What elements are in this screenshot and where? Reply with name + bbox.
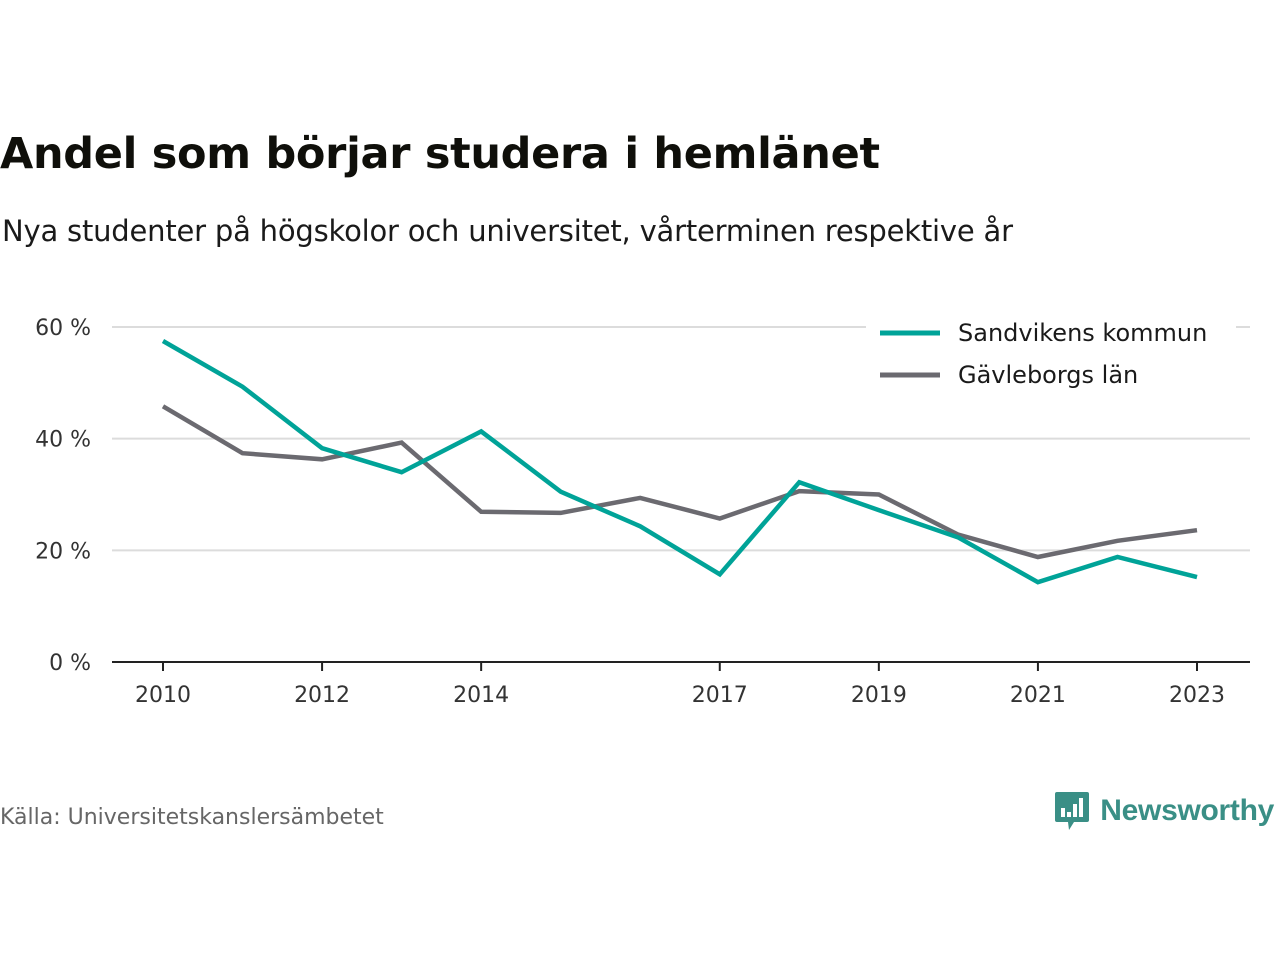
x-tick-label: 2023 <box>1169 683 1225 708</box>
series-line-sandvikens-kommun <box>161 339 1198 585</box>
newsworthy-logo-icon <box>1055 792 1090 830</box>
y-tick-label: 40 % <box>35 428 91 453</box>
x-tick-label: 2019 <box>851 683 907 708</box>
series-line-g-vleborgs-l-n <box>161 404 1198 560</box>
y-tick-label: 60 % <box>35 316 91 341</box>
legend-label: Sandvikens kommun <box>958 319 1207 347</box>
x-tick-label: 2017 <box>692 683 748 708</box>
source-note: Källa: Universitetskanslersämbetet <box>0 805 384 830</box>
legend-label: Gävleborgs län <box>958 361 1138 389</box>
chart-subtitle: Nya studenter på högskolor och universit… <box>2 214 1013 248</box>
x-tick-label: 2012 <box>294 683 350 708</box>
legend-background <box>866 312 1236 398</box>
series-lines <box>161 339 1198 585</box>
x-tick-label: 2010 <box>135 683 191 708</box>
newsworthy-logo: Newsworthy <box>1054 790 1274 832</box>
x-tick-label: 2021 <box>1010 683 1066 708</box>
y-tick-label: 0 % <box>49 651 91 676</box>
chart-title: Andel som börjar studera i hemlänet <box>0 129 880 179</box>
x-tick-label: 2014 <box>453 683 509 708</box>
legend: Sandvikens kommun Gävleborgs län <box>866 312 1236 398</box>
newsworthy-logo-text: Newsworthy <box>1100 794 1274 827</box>
y-tick-label: 20 % <box>35 539 91 564</box>
axes: 0 % 20 % 40 % 60 % 2010 2012 2014 2017 2019 2021 2… <box>35 316 1250 708</box>
